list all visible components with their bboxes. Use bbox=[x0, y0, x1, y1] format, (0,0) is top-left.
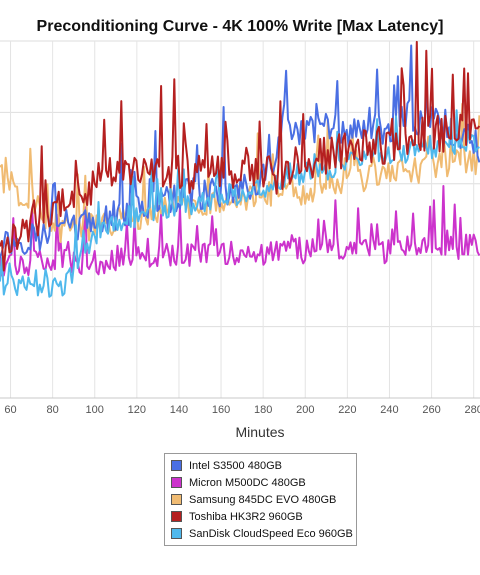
x-tick-label: 180 bbox=[254, 404, 272, 416]
legend-swatch bbox=[171, 494, 182, 505]
legend-label: Samsung 845DC EVO 480GB bbox=[189, 493, 337, 506]
legend-label: SanDisk CloudSpeed Eco 960GB bbox=[189, 527, 353, 540]
series-line-0 bbox=[0, 44, 480, 259]
legend-label: Intel S3500 480GB bbox=[189, 459, 282, 472]
x-tick-label: 240 bbox=[380, 404, 398, 416]
legend-swatch bbox=[171, 511, 182, 522]
legend: Intel S3500 480GB Micron M500DC 480GB Sams… bbox=[164, 453, 357, 546]
legend-item[interactable]: SanDisk CloudSpeed Eco 960GB bbox=[171, 525, 353, 542]
legend-item[interactable]: Toshiba HK3R2 960GB bbox=[171, 508, 350, 525]
x-tick-label: 220 bbox=[338, 404, 356, 416]
legend-label: Micron M500DC 480GB bbox=[189, 476, 306, 489]
series-line-3 bbox=[0, 40, 480, 272]
legend-item[interactable]: Samsung 845DC EVO 480GB bbox=[171, 491, 350, 508]
series-layer bbox=[0, 40, 480, 298]
legend-swatch bbox=[171, 460, 182, 471]
legend-label: Toshiba HK3R2 960GB bbox=[189, 510, 303, 523]
x-tick-label: 200 bbox=[296, 404, 314, 416]
chart-title: Preconditioning Curve - 4K 100% Write [M… bbox=[36, 18, 444, 35]
x-axis-title: Minutes bbox=[235, 424, 285, 440]
legend-swatch bbox=[171, 528, 182, 539]
x-tick-label: 140 bbox=[170, 404, 188, 416]
x-tick-label: 100 bbox=[86, 404, 104, 416]
series-line-1 bbox=[0, 185, 480, 277]
x-tick-label: 120 bbox=[128, 404, 146, 416]
chart-plot: 60 80 100 120 140 160 180 200 220 240 260 280 bbox=[0, 40, 480, 416]
legend-item[interactable]: Intel S3500 480GB bbox=[171, 457, 350, 474]
legend-swatch bbox=[171, 477, 182, 488]
x-tick-label: 260 bbox=[422, 404, 440, 416]
x-tick-label: 60 bbox=[4, 404, 16, 416]
x-tick-label: 80 bbox=[47, 404, 59, 416]
x-tick-label: 160 bbox=[212, 404, 230, 416]
series-line-4 bbox=[0, 109, 480, 298]
x-tick-label: 280 bbox=[465, 404, 480, 416]
x-tick-labels: 60 80 100 120 140 160 180 200 220 240 260 280 bbox=[4, 404, 480, 416]
legend-item[interactable]: Micron M500DC 480GB bbox=[171, 474, 350, 491]
